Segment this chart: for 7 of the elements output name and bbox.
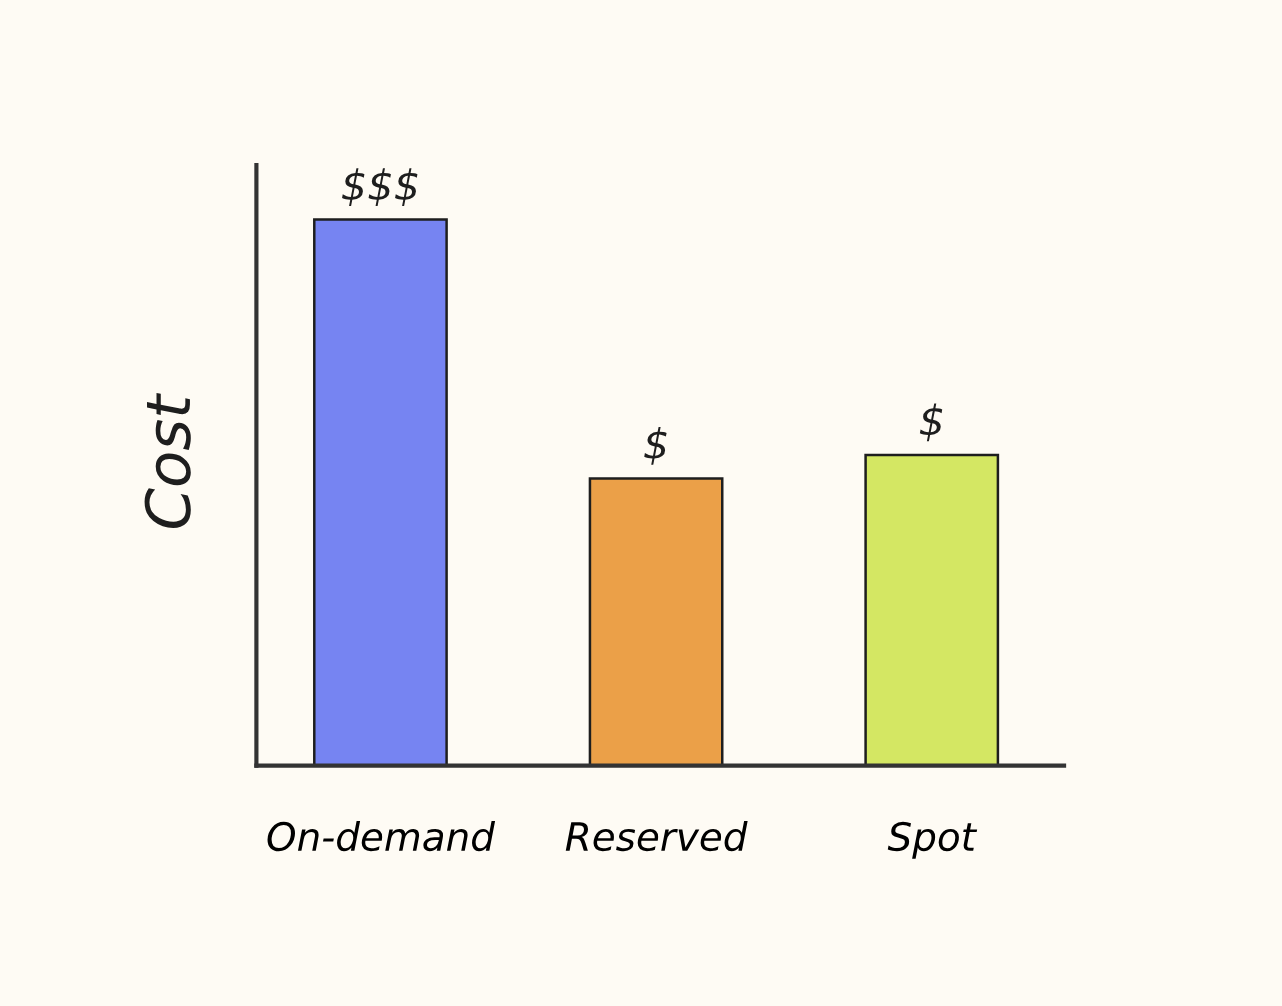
x-tick-label: Spot bbox=[887, 821, 978, 859]
x-tick-label: Reserved bbox=[565, 821, 748, 852]
y-axis-title: Cost bbox=[144, 392, 191, 529]
annotation: $ bbox=[644, 426, 667, 465]
x-tick-label: On-demand bbox=[267, 821, 496, 852]
annotation: $$$ bbox=[342, 168, 418, 206]
annotation: $ bbox=[919, 403, 943, 442]
